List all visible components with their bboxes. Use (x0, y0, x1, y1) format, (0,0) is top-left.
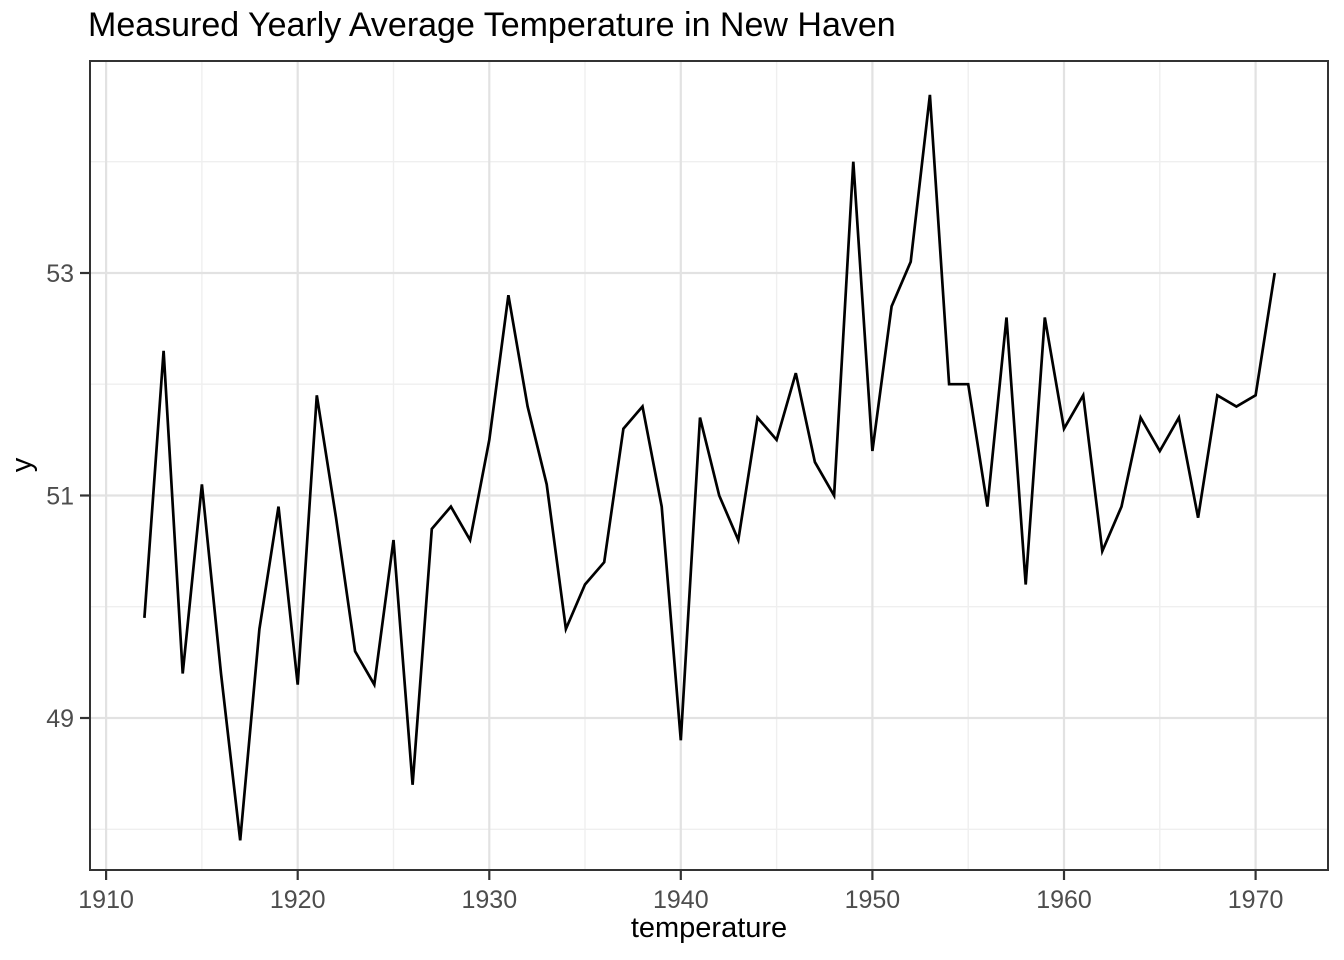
x-tick-label: 1950 (845, 886, 901, 914)
y-tick-label: 53 (46, 260, 74, 288)
x-tick-label: 1920 (270, 886, 326, 914)
x-tick-label: 1930 (461, 886, 517, 914)
panel-border (89, 60, 1329, 871)
y-tick-label: 49 (46, 705, 74, 733)
chart-title: Measured Yearly Average Temperature in N… (88, 6, 896, 44)
x-tick-label: 1940 (653, 886, 709, 914)
x-tick-label: 1970 (1228, 886, 1284, 914)
x-tick-label: 1960 (1036, 886, 1092, 914)
x-tick-label: 1910 (78, 886, 134, 914)
x-axis-title: temperature (630, 912, 788, 944)
y-tick-label: 51 (46, 483, 74, 511)
temperature-line-series (143, 94, 1277, 841)
